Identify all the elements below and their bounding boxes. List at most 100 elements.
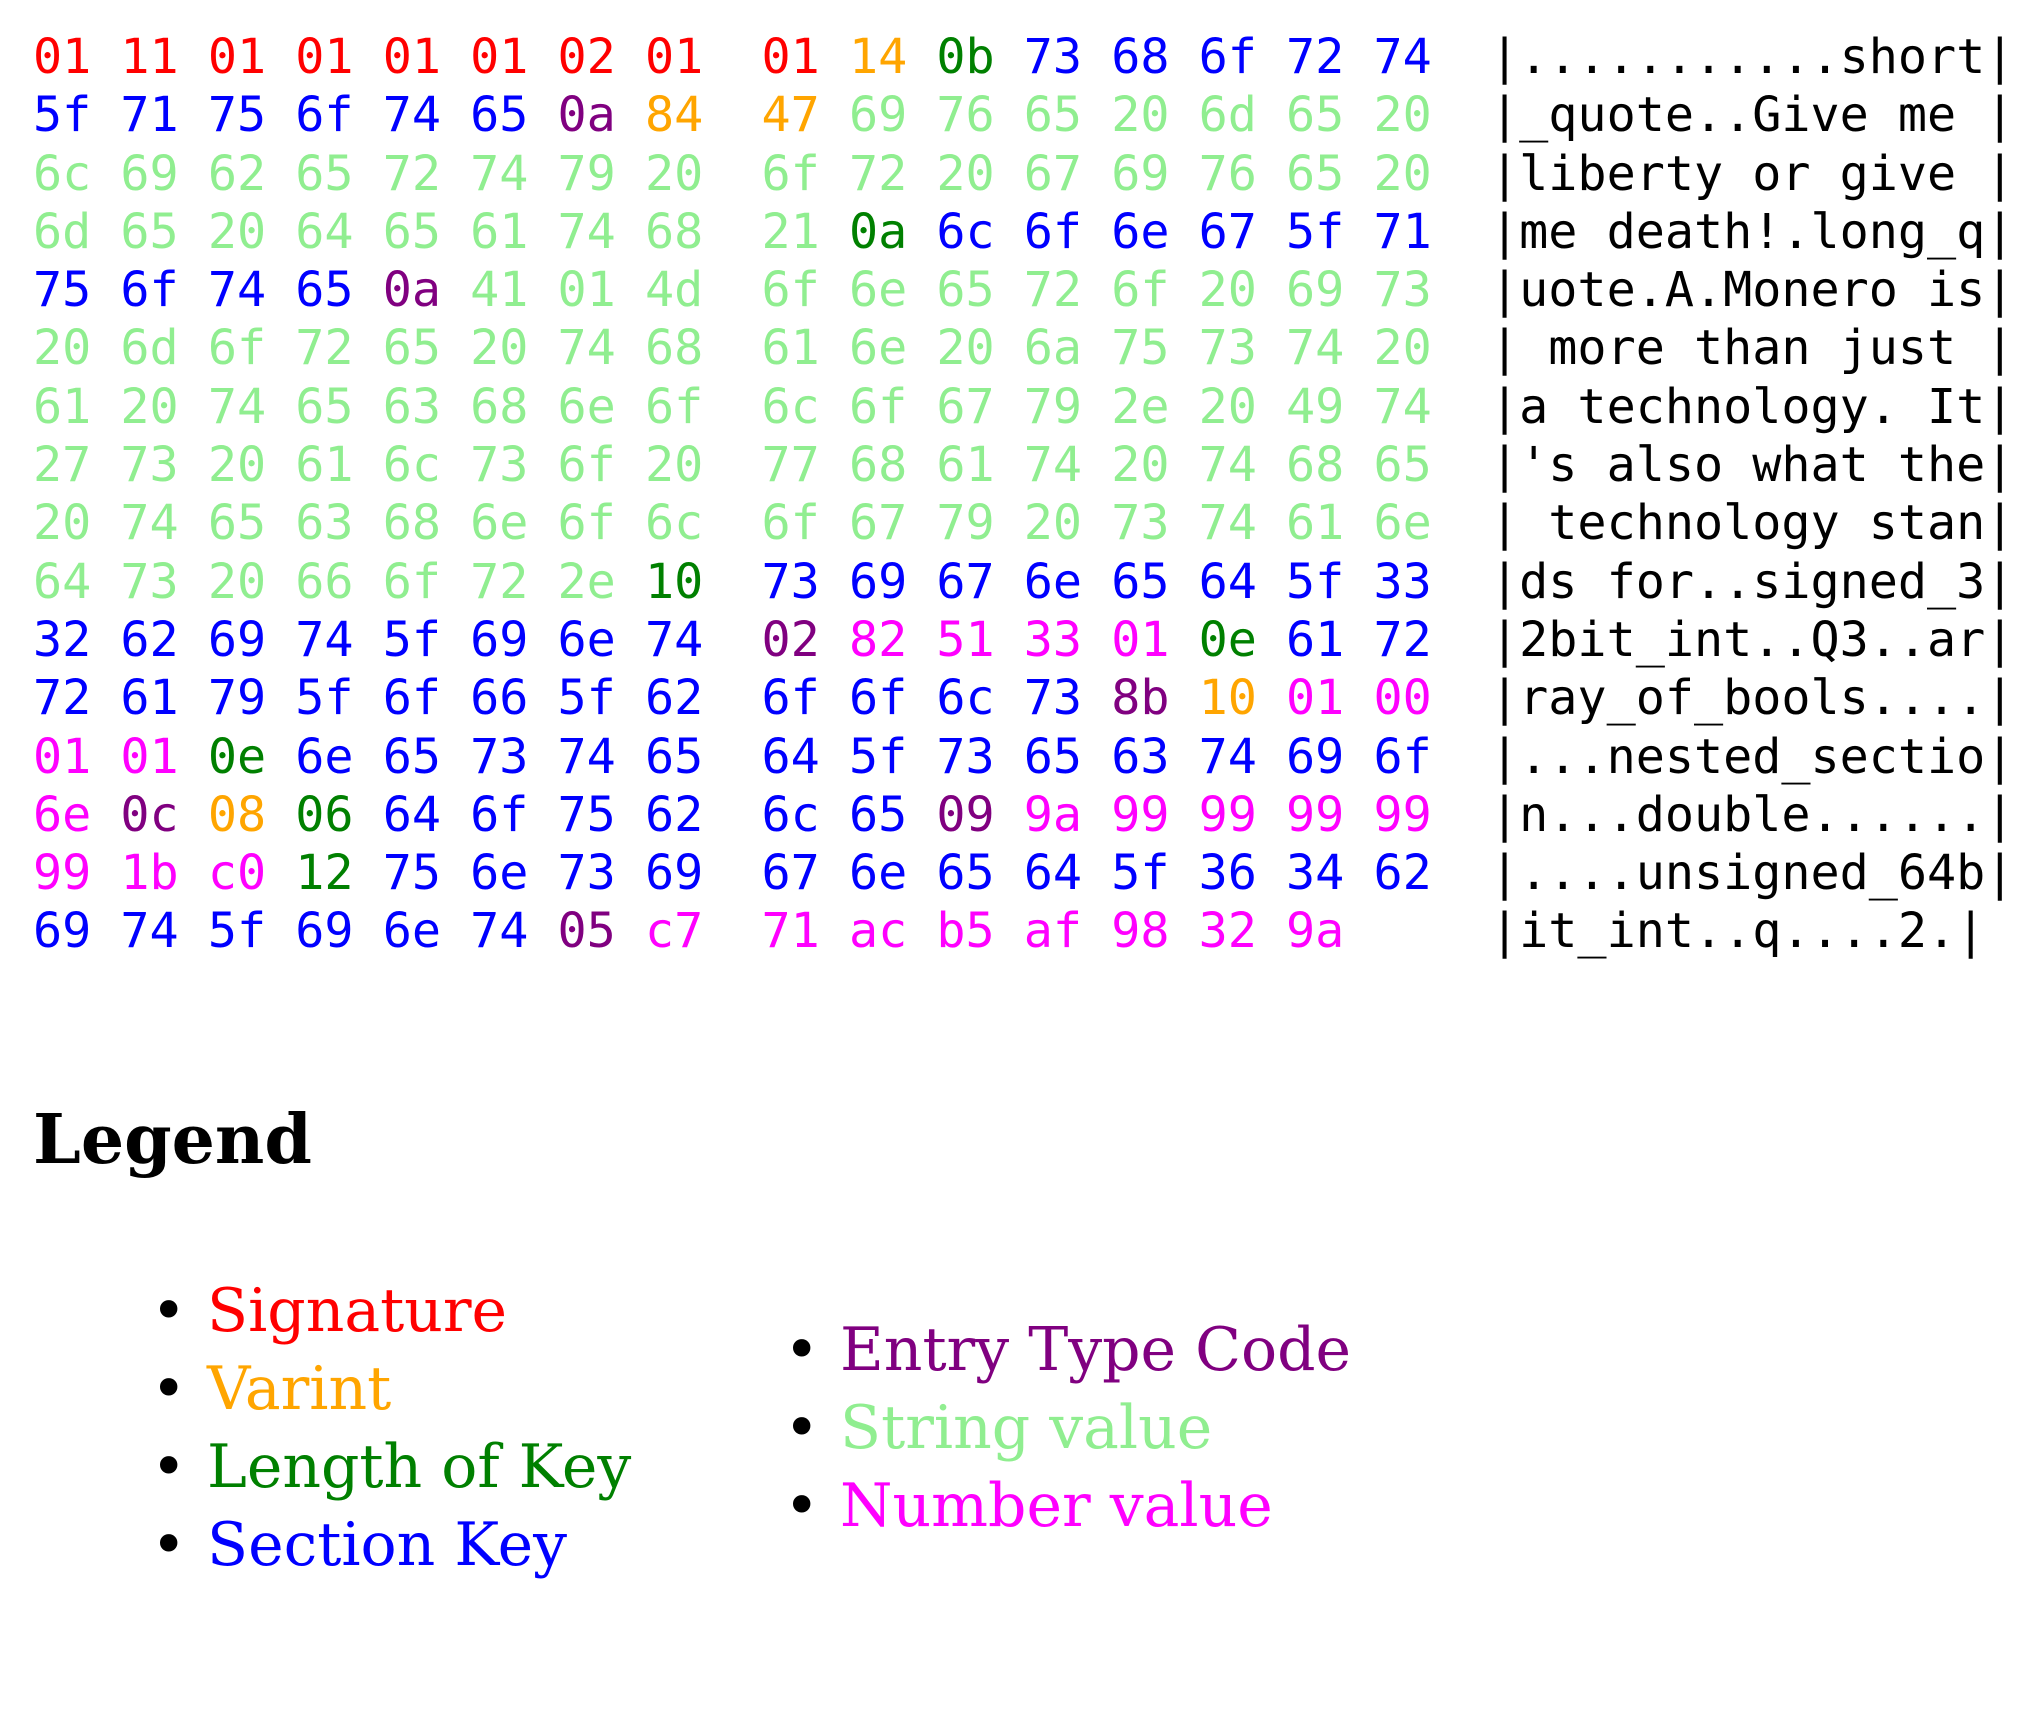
legend-item-string-value: String value bbox=[784, 1389, 1351, 1467]
hex-byte: 6f bbox=[295, 87, 354, 144]
hex-byte: 61 bbox=[33, 378, 92, 435]
hex-dump: 01 11 01 01 01 01 02 01 01 14 0b 73 68 6… bbox=[33, 28, 2014, 961]
ascii-column: |_quote..Give me | bbox=[1490, 87, 2015, 144]
hex-byte: 6e bbox=[33, 786, 92, 843]
hex-byte: 68 bbox=[1111, 29, 1170, 85]
hex-byte: 65 bbox=[1111, 553, 1170, 610]
hex-byte: 20 bbox=[33, 495, 92, 552]
hex-byte: 99 bbox=[1198, 786, 1257, 843]
hex-byte: 75 bbox=[557, 786, 616, 843]
hex-byte: 64 bbox=[1198, 553, 1257, 610]
hex-byte: 49 bbox=[1286, 378, 1345, 435]
hex-byte: 05 bbox=[557, 903, 616, 960]
hex-byte: 65 bbox=[295, 262, 354, 319]
ascii-column: | technology stan| bbox=[1490, 495, 2015, 552]
hex-byte: 99 bbox=[1373, 786, 1432, 843]
hex-byte: 65 bbox=[1286, 87, 1345, 144]
hex-byte: 73 bbox=[1373, 262, 1432, 319]
hex-byte: 01 bbox=[120, 728, 179, 785]
hex-byte: 1b bbox=[120, 845, 179, 902]
hex-row: 32 62 69 74 5f 69 6e 74 02 82 51 33 01 0… bbox=[33, 611, 2014, 669]
hex-row: 20 74 65 63 68 6e 6f 6c 6f 67 79 20 73 7… bbox=[33, 494, 2014, 552]
hex-byte: 36 bbox=[1198, 845, 1257, 902]
hex-byte: 65 bbox=[207, 495, 267, 552]
hex-byte: 73 bbox=[936, 728, 995, 785]
hex-byte: 62 bbox=[1373, 845, 1432, 902]
hex-byte: 6c bbox=[936, 670, 995, 727]
hex-row: 6e 0c 08 06 64 6f 75 62 6c 65 09 9a 99 9… bbox=[33, 786, 2014, 844]
hex-byte: 20 bbox=[1111, 437, 1170, 494]
hex-row: 6c 69 62 65 72 74 79 20 6f 72 20 67 69 7… bbox=[33, 145, 2014, 203]
hex-byte: 9a bbox=[1286, 903, 1345, 960]
hex-byte: 20 bbox=[1373, 87, 1432, 144]
hex-byte: 63 bbox=[382, 378, 441, 435]
hex-byte: 84 bbox=[644, 87, 704, 144]
hex-byte: 72 bbox=[1023, 262, 1083, 319]
hex-byte: 73 bbox=[470, 728, 529, 785]
hex-byte: 06 bbox=[295, 786, 354, 843]
hex-byte: 61 bbox=[1286, 495, 1345, 552]
hex-byte: 27 bbox=[33, 437, 92, 494]
hex-byte: 61 bbox=[120, 670, 179, 727]
hex-byte: 02 bbox=[761, 611, 820, 668]
hex-byte: 20 bbox=[936, 320, 995, 377]
hex-byte: 69 bbox=[644, 845, 704, 902]
ascii-column: |...nested_sectio| bbox=[1490, 728, 2015, 785]
hex-byte: 6f bbox=[557, 437, 616, 494]
hex-byte: 32 bbox=[1198, 903, 1257, 960]
hex-byte: 01 bbox=[470, 29, 529, 85]
hex-byte: 6f bbox=[470, 786, 529, 843]
hex-byte: 68 bbox=[644, 320, 704, 377]
hex-byte: 61 bbox=[470, 203, 529, 260]
hex-byte: 0b bbox=[936, 29, 995, 85]
hex-byte: 65 bbox=[470, 87, 529, 144]
hex-byte: 99 bbox=[1286, 786, 1345, 843]
hex-byte: 73 bbox=[120, 437, 179, 494]
hex-byte: 73 bbox=[1023, 29, 1083, 85]
hex-byte: 71 bbox=[761, 903, 820, 960]
hex-byte: 69 bbox=[848, 553, 908, 610]
hex-byte: 65 bbox=[382, 320, 441, 377]
hex-byte: 99 bbox=[1111, 786, 1170, 843]
hex-byte: 2e bbox=[557, 553, 616, 610]
hex-byte: 6e bbox=[1023, 553, 1083, 610]
hex-byte: 62 bbox=[120, 611, 179, 668]
hex-byte: 34 bbox=[1286, 845, 1345, 902]
hex-byte: 65 bbox=[936, 262, 995, 319]
hex-byte: 64 bbox=[761, 728, 820, 785]
hex-byte: b5 bbox=[936, 903, 995, 960]
hex-byte: 6e bbox=[848, 262, 908, 319]
hex-row: 27 73 20 61 6c 73 6f 20 77 68 61 74 20 7… bbox=[33, 436, 2014, 494]
hex-byte: 76 bbox=[936, 87, 995, 144]
hex-byte: 73 bbox=[120, 553, 179, 610]
legend-list-left: Signature Varint Length of Key Section K… bbox=[151, 1272, 631, 1584]
hex-byte: 0a bbox=[557, 87, 616, 144]
hex-byte: 6f bbox=[1023, 203, 1083, 260]
hex-byte: 99 bbox=[33, 845, 92, 902]
hex-byte: 01 bbox=[33, 728, 92, 785]
hex-byte: 14 bbox=[848, 29, 908, 85]
ascii-column: |2bit_int..Q3..ar| bbox=[1490, 611, 2015, 668]
hex-byte: 69 bbox=[848, 87, 908, 144]
hex-byte: 72 bbox=[470, 553, 529, 610]
hex-byte: 64 bbox=[1023, 845, 1083, 902]
ascii-column: |liberty or give | bbox=[1490, 145, 2015, 202]
hex-byte: 65 bbox=[1373, 437, 1432, 494]
hex-byte: 65 bbox=[848, 786, 908, 843]
hex-byte: 10 bbox=[644, 553, 704, 610]
hex-byte: 73 bbox=[557, 845, 616, 902]
hex-row: 75 6f 74 65 0a 41 01 4d 6f 6e 65 72 6f 2… bbox=[33, 261, 2014, 319]
hex-row: 99 1b c0 12 75 6e 73 69 67 6e 65 64 5f 3… bbox=[33, 844, 2014, 902]
hex-byte: 01 bbox=[1286, 670, 1345, 727]
hex-byte: 74 bbox=[382, 87, 441, 144]
hex-byte: 12 bbox=[295, 845, 354, 902]
hex-byte: 72 bbox=[33, 670, 92, 727]
hex-byte: 01 bbox=[207, 29, 267, 85]
hex-row: 6d 65 20 64 65 61 74 68 21 0a 6c 6f 6e 6… bbox=[33, 203, 2014, 261]
legend-item-entry-type-code: Entry Type Code bbox=[784, 1311, 1351, 1389]
hex-byte: 69 bbox=[207, 611, 267, 668]
ascii-column: |n...double......| bbox=[1490, 786, 2015, 843]
hex-byte: 6f bbox=[644, 378, 704, 435]
hex-byte: 6f bbox=[1198, 29, 1257, 85]
hex-byte: 10 bbox=[1198, 670, 1257, 727]
